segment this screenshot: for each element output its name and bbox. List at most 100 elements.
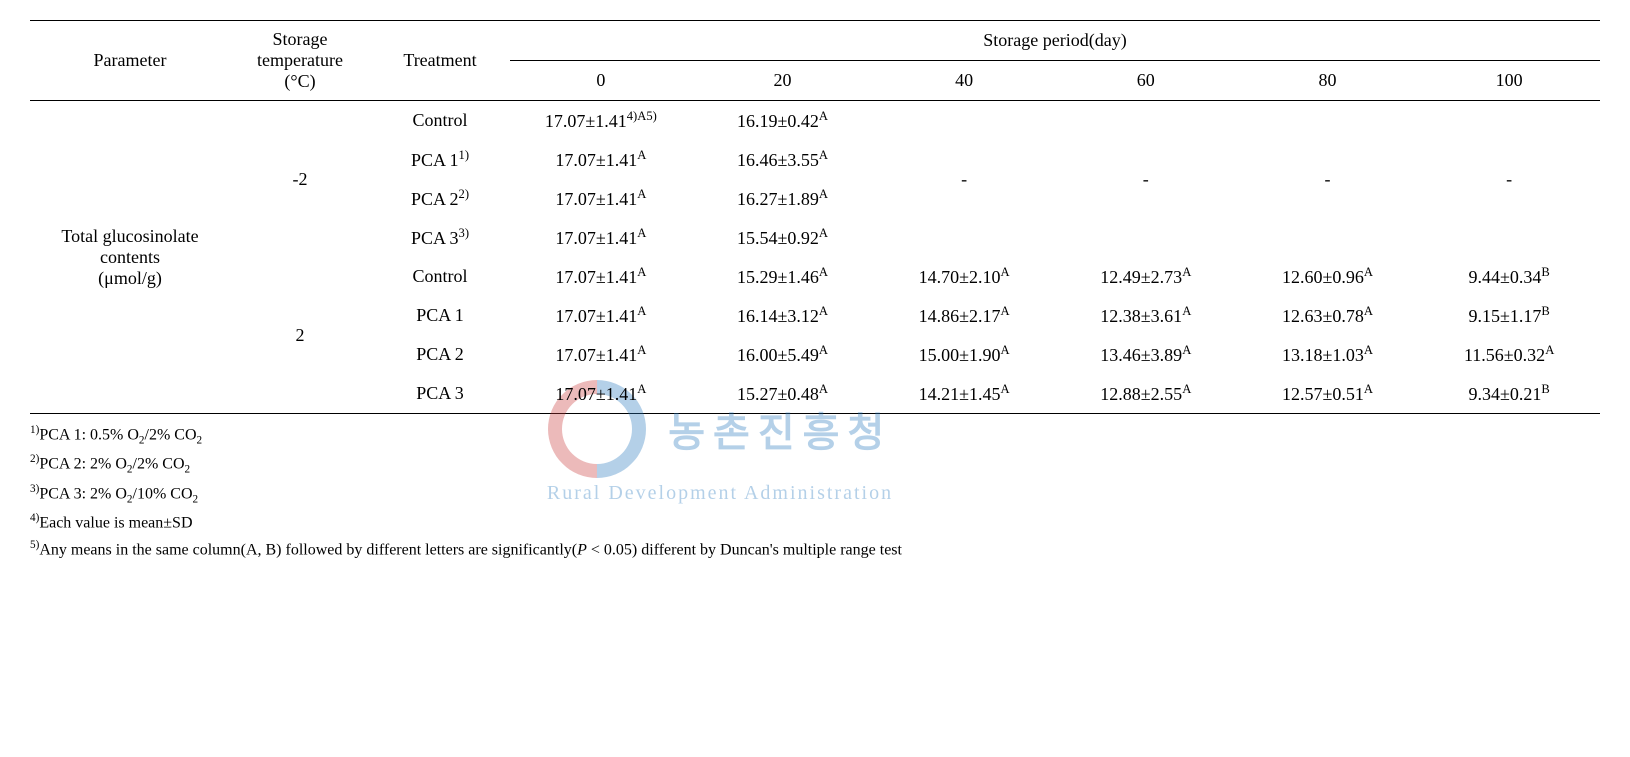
- header-day-20: 20: [692, 61, 874, 101]
- header-parameter-label: Parameter: [94, 50, 167, 70]
- superscript: B: [1541, 382, 1549, 396]
- value: 15.27±0.48: [737, 384, 819, 404]
- value-cell: 17.07±1.414)A5): [510, 101, 692, 141]
- value-cell: 12.57±0.51A: [1237, 374, 1419, 414]
- superscript: A: [1364, 343, 1373, 357]
- value: 14.21±1.45: [919, 384, 1001, 404]
- value: 12.60±0.96: [1282, 267, 1364, 287]
- superscript: A: [819, 265, 828, 279]
- treatment-cell: PCA 3: [370, 374, 510, 414]
- header-day-100: 100: [1418, 61, 1600, 101]
- value: 13.18±1.03: [1282, 345, 1364, 365]
- footnote-2: 2)PCA 2: 2% O2/2% CO2: [30, 451, 1600, 478]
- superscript: A: [1182, 265, 1191, 279]
- superscript: A: [1001, 265, 1010, 279]
- footnote-text: PCA 1: 0.5% O: [39, 426, 139, 443]
- value-cell: 12.63±0.78A: [1237, 296, 1419, 335]
- footnote-text: /2% CO: [133, 456, 185, 473]
- value: 17.07±1.41: [555, 150, 637, 170]
- value: 15.54±0.92: [737, 228, 819, 248]
- temp-cell-2: 2: [230, 257, 370, 414]
- superscript: 4)A5): [627, 109, 657, 123]
- subscript: 2: [197, 435, 203, 447]
- table-row: 2 Control 17.07±1.41A 15.29±1.46A 14.70±…: [30, 257, 1600, 296]
- footnote-text: PCA 2: 2% O: [39, 456, 127, 473]
- value: 17.07±1.41: [555, 306, 637, 326]
- value: 17.07±1.41: [555, 228, 637, 248]
- value-cell: 9.15±1.17B: [1418, 296, 1600, 335]
- value-cell: 17.07±1.41A: [510, 140, 692, 179]
- superscript: A: [1364, 265, 1373, 279]
- value: 12.63±0.78: [1282, 306, 1364, 326]
- footnote-sup: 1): [30, 424, 39, 436]
- value: 12.49±2.73: [1100, 267, 1182, 287]
- superscript: A: [637, 148, 646, 162]
- superscript: 1): [459, 148, 470, 162]
- value-cell: 17.07±1.41A: [510, 335, 692, 374]
- value-cell: 17.07±1.41A: [510, 257, 692, 296]
- value-cell: 17.07±1.41A: [510, 296, 692, 335]
- value-cell: 12.38±3.61A: [1055, 296, 1237, 335]
- footnote-text: Any means in the same column(A, B) follo…: [39, 542, 577, 559]
- value: 16.00±5.49: [737, 345, 819, 365]
- superscript: A: [1001, 304, 1010, 318]
- superscript: 2): [459, 187, 470, 201]
- value: 17.07±1.41: [555, 384, 637, 404]
- footnote-text: /10% CO: [133, 485, 193, 502]
- value: 17.07±1.41: [555, 189, 637, 209]
- superscript: A: [637, 265, 646, 279]
- superscript: A: [1182, 382, 1191, 396]
- dash-cell: -: [873, 101, 1055, 258]
- dash-cell: -: [1237, 101, 1419, 258]
- superscript: A: [1182, 343, 1191, 357]
- value-cell: 12.88±2.55A: [1055, 374, 1237, 414]
- value: 17.07±1.41: [555, 345, 637, 365]
- superscript: A: [1545, 343, 1554, 357]
- superscript: A: [637, 304, 646, 318]
- footnote-text: /2% CO: [145, 426, 197, 443]
- superscript: A: [637, 226, 646, 240]
- value-cell: 9.34±0.21B: [1418, 374, 1600, 414]
- treatment-cell: PCA 2: [370, 335, 510, 374]
- superscript: A: [637, 382, 646, 396]
- treatment-cell: Control: [370, 257, 510, 296]
- value: 15.29±1.46: [737, 267, 819, 287]
- value: 12.88±2.55: [1100, 384, 1182, 404]
- treatment-cell: PCA 1: [370, 296, 510, 335]
- superscript: A: [819, 109, 828, 123]
- superscript: B: [1541, 265, 1549, 279]
- header-treatment-label: Treatment: [403, 50, 476, 70]
- superscript: A: [819, 226, 828, 240]
- treatment-cell: PCA 33): [370, 218, 510, 257]
- superscript: A: [637, 343, 646, 357]
- header-storage-period-label: Storage period(day): [983, 30, 1126, 50]
- header-treatment: Treatment: [370, 21, 510, 101]
- value-cell: 14.21±1.45A: [873, 374, 1055, 414]
- value-cell: 16.46±3.55A: [692, 140, 874, 179]
- superscript: A: [819, 187, 828, 201]
- value-cell: 16.14±3.12A: [692, 296, 874, 335]
- value: 17.07±1.41: [555, 267, 637, 287]
- value-cell: 13.46±3.89A: [1055, 335, 1237, 374]
- value: 15.00±1.90: [919, 345, 1001, 365]
- value: 16.14±3.12: [737, 306, 819, 326]
- value: 14.86±2.17: [919, 306, 1001, 326]
- value-cell: 15.27±0.48A: [692, 374, 874, 414]
- value-cell: 13.18±1.03A: [1237, 335, 1419, 374]
- treatment-label: PCA 2: [416, 344, 464, 364]
- footnote-1: 1)PCA 1: 0.5% O2/2% CO2: [30, 422, 1600, 449]
- value-cell: 15.29±1.46A: [692, 257, 874, 296]
- footnote-text: Each value is mean±SD: [39, 514, 192, 531]
- header-storage-temp: Storage temperature (°C): [230, 21, 370, 101]
- superscript: A: [819, 304, 828, 318]
- value-cell: 11.56±0.32A: [1418, 335, 1600, 374]
- header-storage-temp-label: Storage temperature (°C): [257, 29, 343, 91]
- treatment-label: PCA 1: [411, 150, 459, 170]
- treatment-label: PCA 3: [416, 383, 464, 403]
- treatment-label: PCA 3: [411, 228, 459, 248]
- superscript: A: [819, 382, 828, 396]
- footnote-italic-p: P: [577, 542, 587, 559]
- value: 16.19±0.42: [737, 111, 819, 131]
- footnote-sup: 4): [30, 512, 39, 524]
- treatment-label: Control: [412, 266, 467, 286]
